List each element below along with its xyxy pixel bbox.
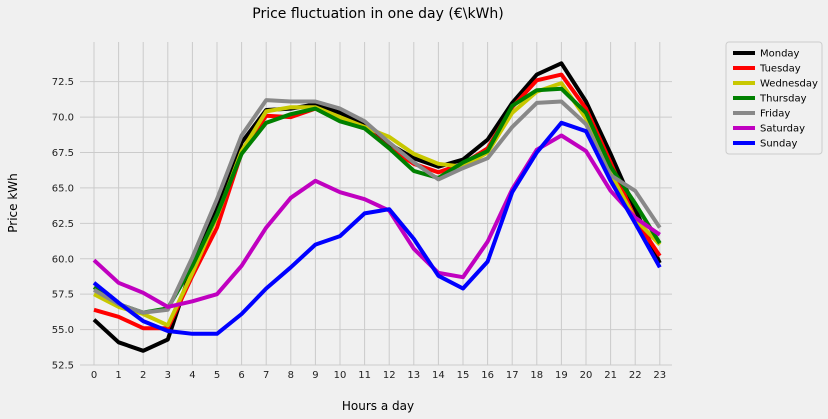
legend-item-friday: Friday xyxy=(733,109,790,120)
y-tick-label: 57.5 xyxy=(52,290,74,301)
x-tick-label: 4 xyxy=(189,370,195,381)
y-tick-label: 72.5 xyxy=(52,77,74,88)
y-axis-title: Price kWh xyxy=(6,173,20,233)
x-tick-label: 14 xyxy=(432,370,445,381)
legend-item-sunday: Sunday xyxy=(733,139,797,150)
series-line-thursday xyxy=(92,86,662,315)
x-tick-labels: 0 1 2 3 4 5 6 7 8 9 10 11 12 13 14 15 16 17 18 19 20 21 22 23 xyxy=(91,370,666,381)
x-tick-label: 0 xyxy=(91,370,97,381)
x-tick-label: 21 xyxy=(604,370,617,381)
y-tick-label: 55.0 xyxy=(52,325,74,336)
legend-label: Sunday xyxy=(760,139,797,150)
x-tick-label: 16 xyxy=(481,370,494,381)
x-axis-title: Hours a day xyxy=(342,399,414,413)
y-tick-label: 70.0 xyxy=(52,113,74,124)
x-tick-label: 2 xyxy=(140,370,146,381)
legend-label: Tuesday xyxy=(759,64,801,75)
series-line-friday xyxy=(93,98,662,315)
legend-item-tuesday: Tuesday xyxy=(733,64,801,75)
x-tick-label: 22 xyxy=(629,370,642,381)
legend-item-monday: Monday xyxy=(733,49,800,60)
series-lines xyxy=(92,61,662,353)
y-tick-label: 67.5 xyxy=(52,148,74,159)
grid xyxy=(80,42,672,366)
legend-label: Thursday xyxy=(759,94,807,105)
legend-item-saturday: Saturday xyxy=(733,124,805,135)
x-tick-label: 13 xyxy=(407,370,420,381)
x-tick-label: 11 xyxy=(358,370,371,381)
x-tick-label: 23 xyxy=(653,370,666,381)
x-tick-label: 3 xyxy=(165,370,171,381)
x-tick-label: 5 xyxy=(214,370,220,381)
x-tick-label: 7 xyxy=(263,370,269,381)
x-tick-label: 6 xyxy=(238,370,244,381)
legend-item-wednesday: Wednesday xyxy=(733,79,818,90)
legend-label: Monday xyxy=(760,49,800,60)
y-tick-label: 62.5 xyxy=(52,219,74,230)
x-tick-label: 12 xyxy=(383,370,396,381)
x-tick-label: 17 xyxy=(506,370,519,381)
x-tick-label: 8 xyxy=(288,370,294,381)
x-tick-label: 15 xyxy=(457,370,470,381)
series-line-sunday xyxy=(92,120,662,336)
chart-title: Price fluctuation in one day (€\kWh) xyxy=(252,6,504,22)
legend-label: Saturday xyxy=(760,124,805,135)
y-tick-label: 65.0 xyxy=(52,183,74,194)
legend-item-thursday: Thursday xyxy=(733,94,807,105)
series-line-saturday xyxy=(92,133,661,309)
legend: Monday Tuesday Wednesday Thursday Friday Satu… xyxy=(725,41,823,155)
x-tick-label: 1 xyxy=(115,370,121,381)
y-tick-labels: 52.5 55.0 57.5 60.0 62.5 65.0 67.5 70.0 72.5 xyxy=(52,77,74,371)
legend-label: Wednesday xyxy=(760,79,818,90)
x-tick-label: 10 xyxy=(334,370,347,381)
x-tick-label: 9 xyxy=(312,370,318,381)
y-tick-label: 52.5 xyxy=(52,361,74,372)
x-tick-label: 20 xyxy=(580,370,593,381)
x-tick-label: 18 xyxy=(530,370,543,381)
y-tick-label: 60.0 xyxy=(52,254,74,265)
x-tick-label: 19 xyxy=(555,370,568,381)
legend-label: Friday xyxy=(760,109,790,120)
